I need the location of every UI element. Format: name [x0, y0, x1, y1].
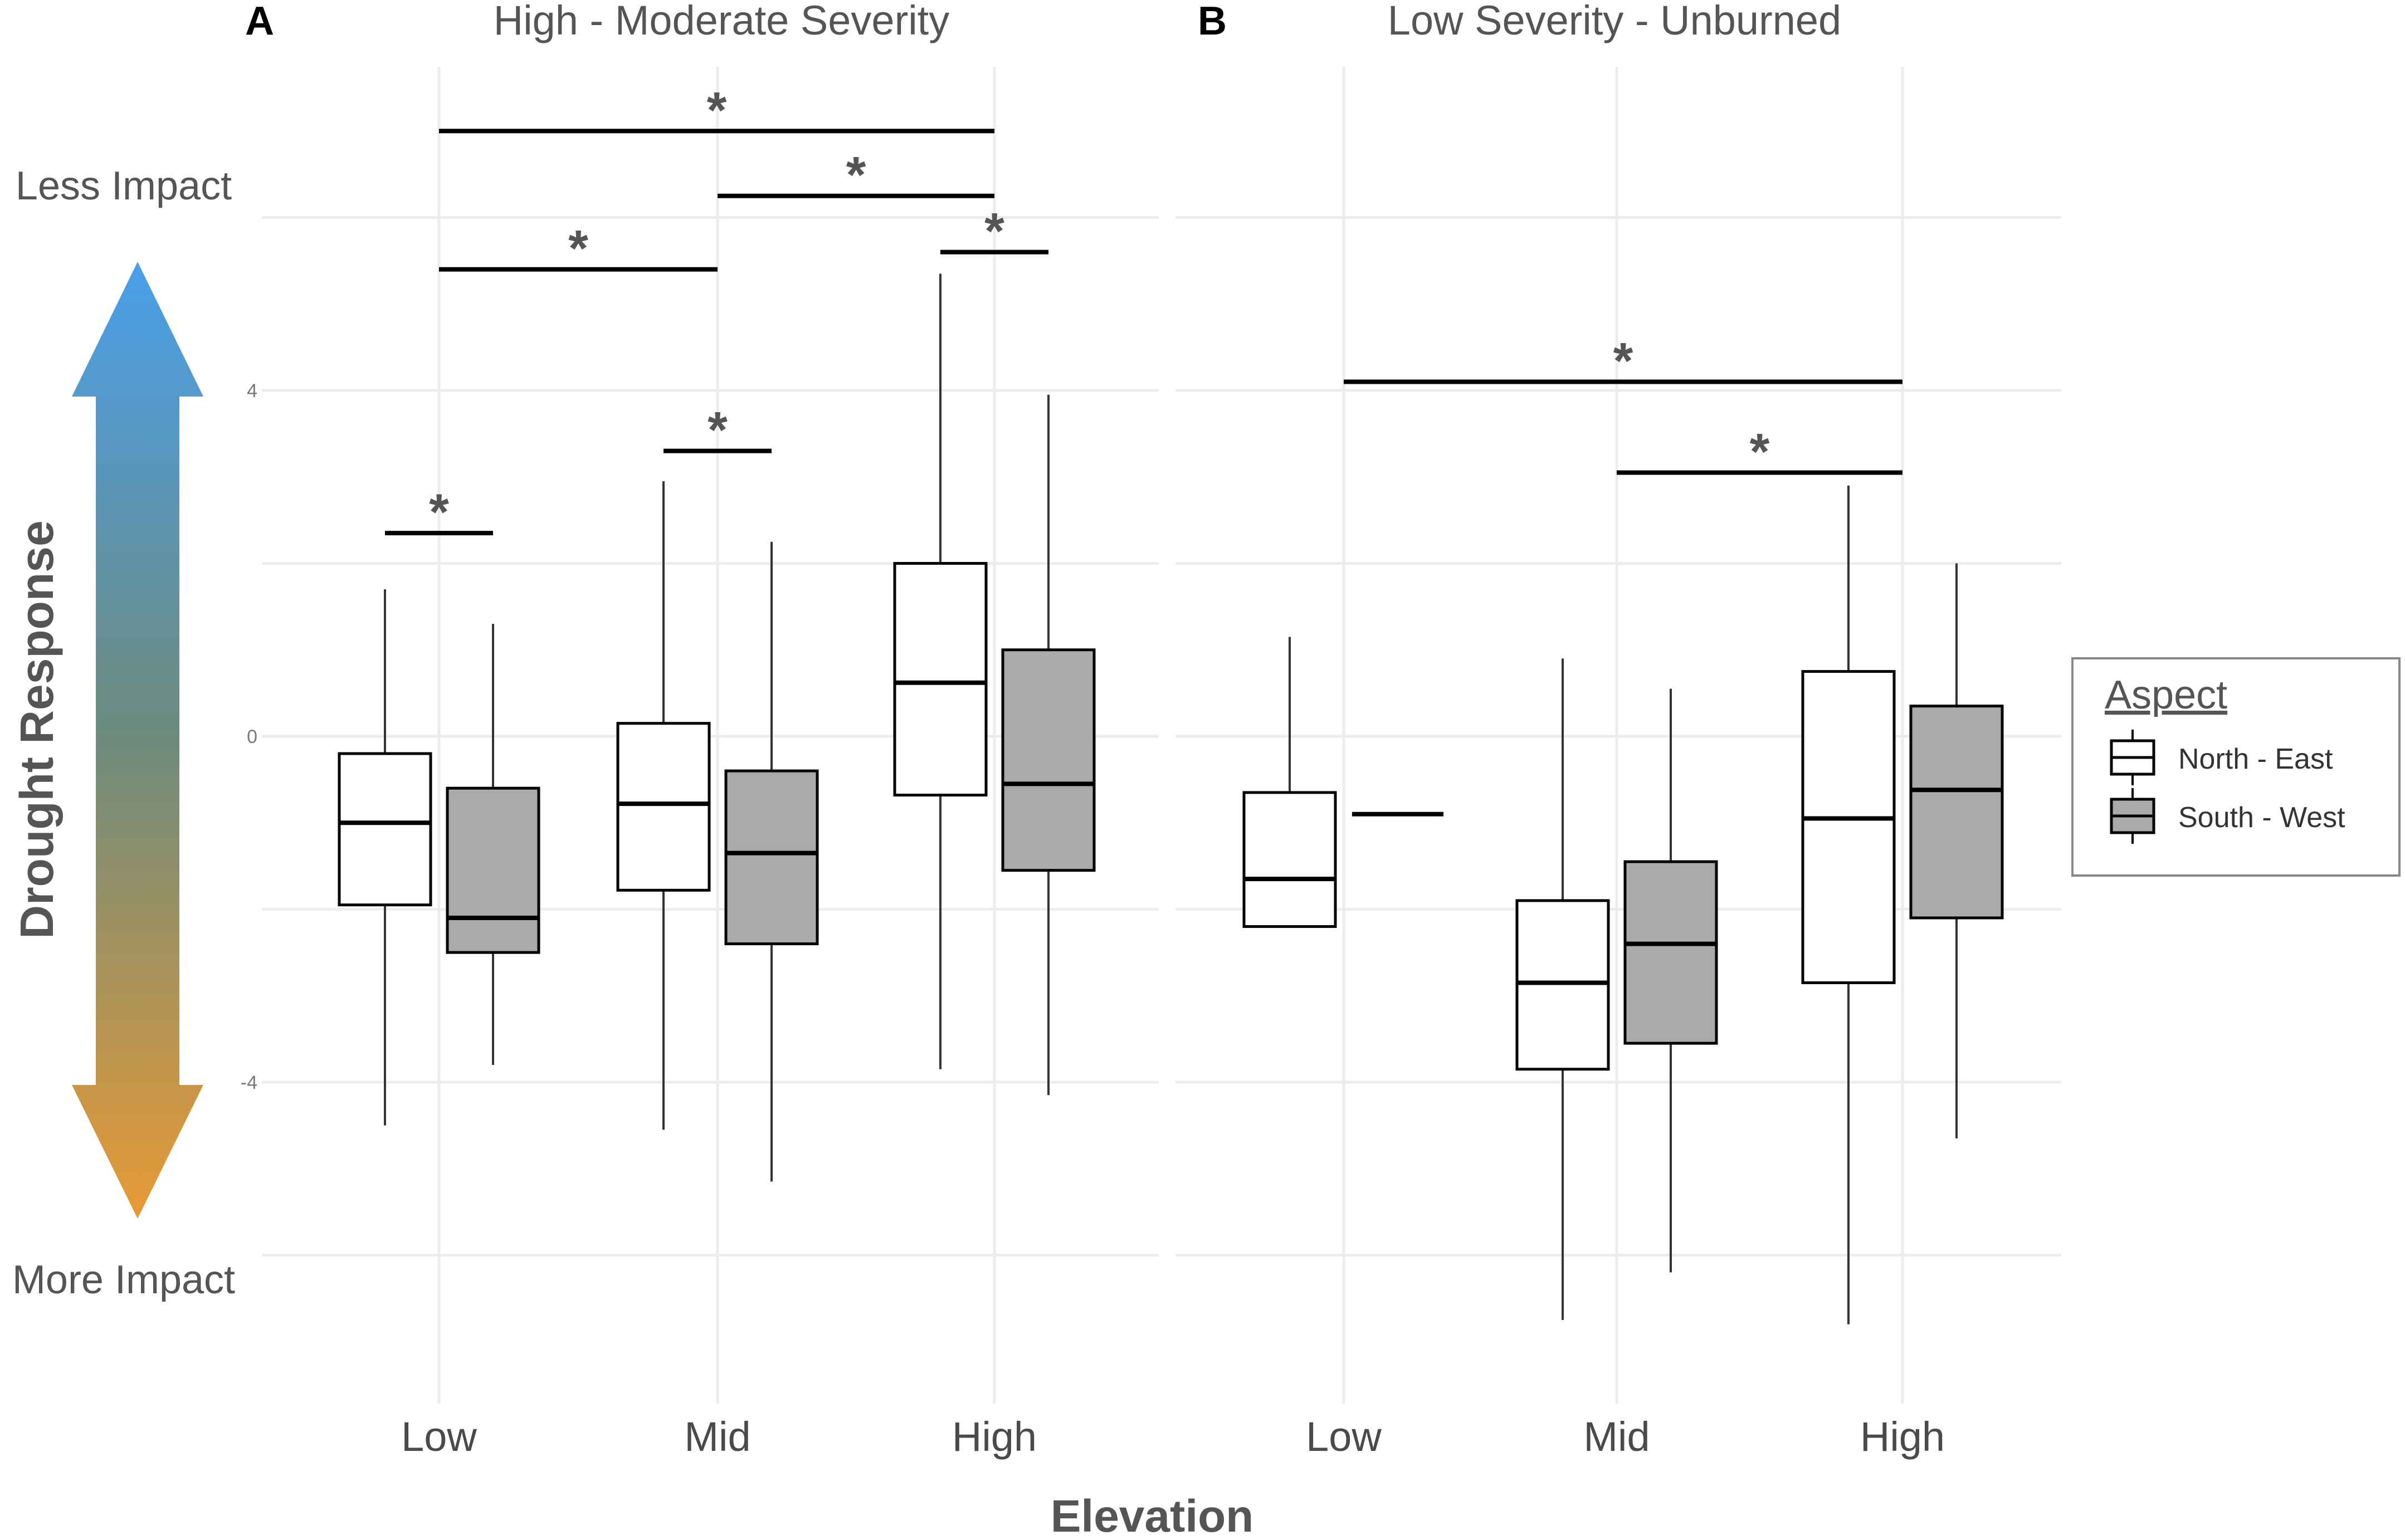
legend: Aspect North - East South - West: [2071, 657, 2401, 877]
box-a-mid-north-east: [616, 481, 711, 1130]
less-impact-label: Less Impact: [16, 164, 232, 208]
significance-star-b-0: *: [1613, 333, 1633, 389]
box-body-b-high-north-east: [1801, 670, 1896, 984]
box-body-a-mid-south-west: [724, 769, 819, 946]
box-body-b-low-north-east: [1242, 791, 1337, 928]
panel-b-title: Low Severity - Unburned: [1388, 0, 1841, 43]
y-tick-label-minus4: -4: [241, 1072, 257, 1093]
box-body-b-high-south-west: [1909, 705, 2004, 920]
panel-b-boxplots: [1242, 485, 2004, 1324]
box-b-high-south-west: [1909, 563, 2004, 1138]
y-axis-title: Drought Response: [11, 520, 63, 938]
significance-star-a-2: *: [568, 221, 588, 277]
x-label-b-low: Low: [1306, 1414, 1382, 1460]
box-a-mid-south-west: [724, 541, 819, 1182]
significance-star-a-5: *: [429, 484, 449, 541]
more-impact-label: More Impact: [12, 1258, 235, 1302]
x-label-a-high: High: [952, 1414, 1037, 1460]
box-body-b-mid-south-west: [1623, 860, 1718, 1045]
y-tick-label-4: 4: [247, 380, 257, 402]
y-tick-label-0: 0: [247, 726, 257, 747]
significance-star-a-4: *: [708, 402, 728, 459]
legend-label-north-east: North - East: [2178, 743, 2333, 775]
box-body-a-high-north-east: [893, 562, 988, 797]
box-b-mid-south-west: [1623, 688, 1718, 1273]
drought-response-arrow-icon: [72, 262, 203, 1219]
panel-b-letter: B: [1198, 0, 1227, 43]
box-body-a-high-south-west: [1001, 648, 1096, 872]
box-body-a-low-south-west: [446, 786, 540, 954]
box-a-high-south-west: [1001, 394, 1096, 1096]
x-label-a-low: Low: [401, 1414, 477, 1460]
legend-label-south-west: South - West: [2178, 801, 2345, 834]
panel-a-boxplots: [338, 273, 1096, 1182]
box-body-a-mid-north-east: [616, 722, 711, 892]
panel-a-gridlines: [262, 67, 1159, 1404]
x-label-b-high: High: [1860, 1414, 1945, 1460]
panel-a-title: High - Moderate Severity: [494, 0, 949, 43]
x-axis-title: Elevation: [1051, 1491, 1254, 1540]
x-label-a-mid: Mid: [684, 1414, 750, 1460]
significance-star-a-3: *: [984, 203, 1004, 260]
box-a-low-north-east: [338, 589, 432, 1126]
significance-star-a-0: *: [707, 82, 727, 139]
box-body-a-low-north-east: [338, 752, 432, 907]
box-b-high-north-east: [1801, 485, 1896, 1324]
significance-markers: * * * * * * * *: [385, 82, 1902, 541]
box-b-mid-north-east: [1515, 658, 1610, 1320]
box-a-high-north-east: [893, 273, 988, 1069]
x-label-b-mid: Mid: [1583, 1414, 1650, 1460]
significance-star-b-1: *: [1750, 423, 1770, 480]
box-b-low-north-east: [1242, 637, 1337, 928]
panel-a-letter: A: [245, 0, 274, 43]
legend-title: Aspect: [2105, 673, 2227, 717]
panel-b-gridlines: [1175, 67, 2061, 1404]
significance-star-a-1: *: [846, 147, 866, 204]
box-a-low-south-west: [446, 624, 540, 1065]
